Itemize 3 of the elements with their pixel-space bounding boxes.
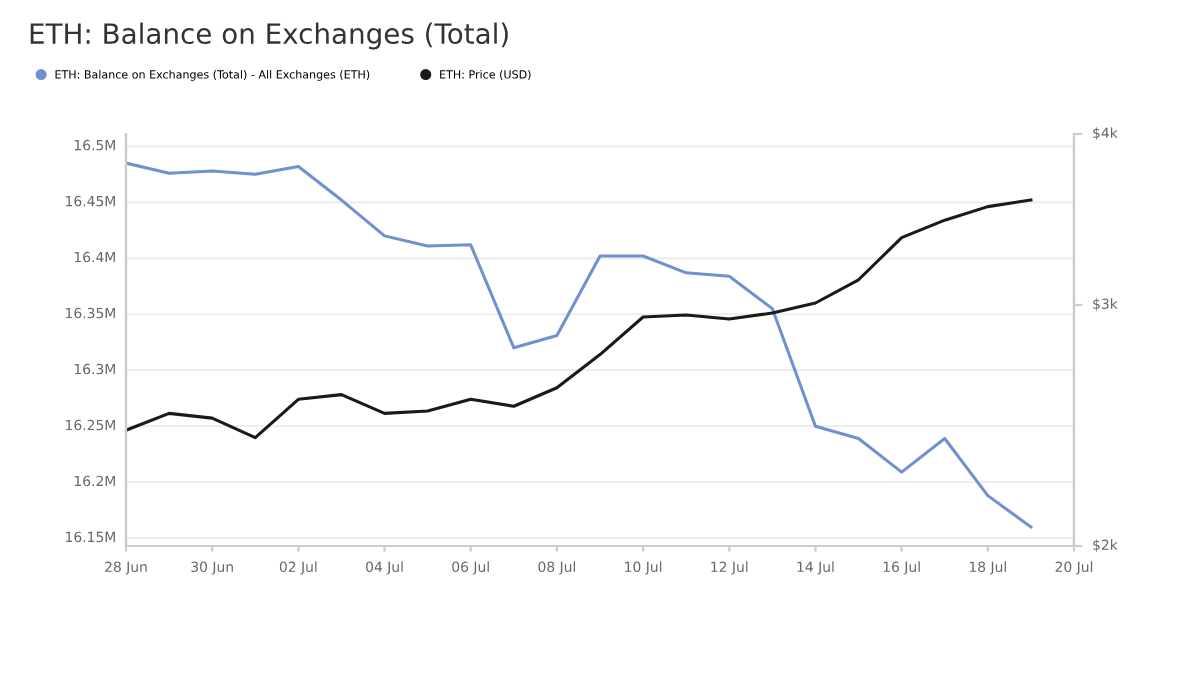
chart-title: ETH: Balance on Exchanges (Total)	[30, 22, 508, 50]
line-series	[126, 161, 1033, 529]
line-series	[126, 198, 1033, 440]
